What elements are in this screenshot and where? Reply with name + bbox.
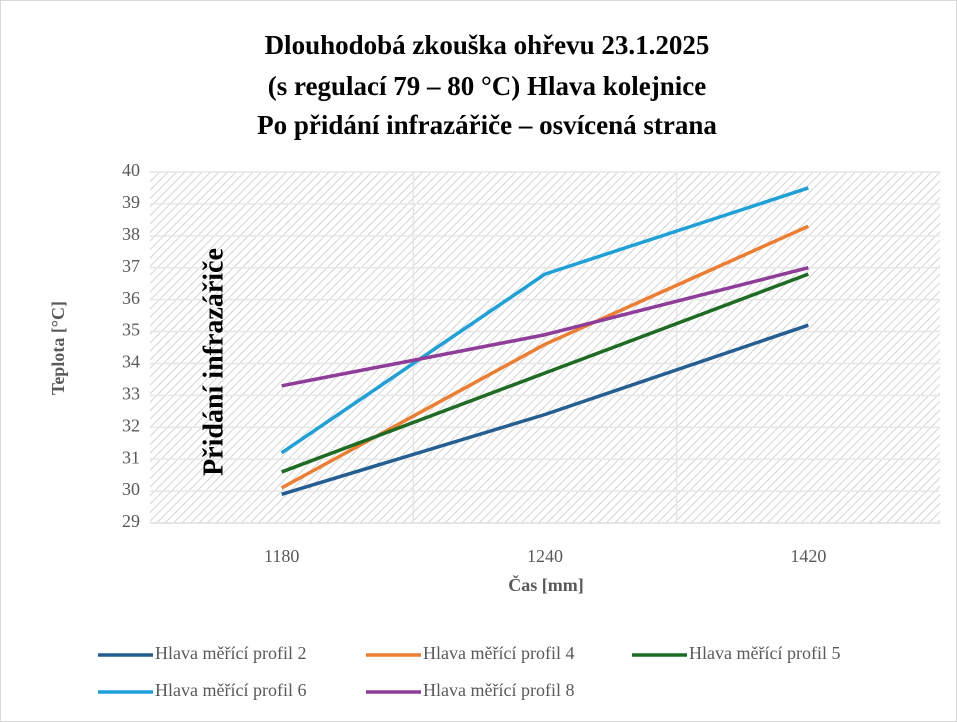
y-tick-label: 33 [122,383,140,403]
chart-title: Dlouhodobá zkouška ohřevu 23.1.2025 [265,30,710,60]
data-line [281,323,809,496]
chart-title: Po přidání infrazářiče – osvícená strana [257,110,717,140]
y-tick-label: 40 [122,160,140,180]
y-tick-label: 36 [122,288,140,308]
chart-title: (s regulací 79 – 80 °C) Hlava kolejnice [268,71,707,101]
legend-label: Hlava měřící profil 6 [155,680,306,700]
y-axis-title: Teplota [°C] [48,301,68,395]
y-tick-label: 35 [122,320,140,340]
y-tick-label: 31 [122,447,140,467]
y-tick-label: 32 [122,415,140,435]
y-tick-label: 37 [122,256,140,276]
data-line [281,266,809,388]
x-axis-title: Čas [mm] [508,574,583,595]
y-tick-label: 30 [122,479,140,499]
legend-label: Hlava měřící profil 8 [423,680,574,700]
data-line [281,272,809,474]
y-tick-label: 39 [122,192,140,212]
y-tick-label: 29 [122,511,140,531]
y-tick-label: 38 [122,224,140,244]
x-tick-label: 1420 [790,546,826,566]
plot-area [150,172,940,523]
y-tick-label: 34 [122,352,140,372]
x-tick-label: 1240 [527,546,563,566]
annotation: Přidání infrazářiče [198,248,229,476]
data-line [280,186,809,455]
x-tick-label: 1180 [264,546,299,566]
legend-label: Hlava měřící profil 4 [423,643,574,663]
legend-label: Hlava měřící profil 5 [689,643,840,663]
legend-label: Hlava měřící profil 2 [155,643,306,663]
